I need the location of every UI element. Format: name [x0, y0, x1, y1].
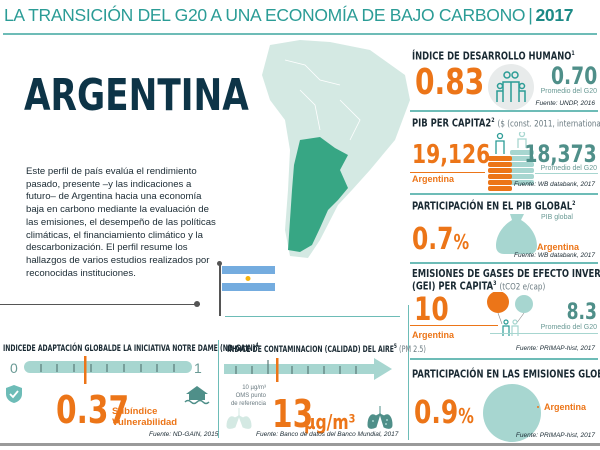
page-title: LA TRANSICIÓN DEL G20 A UNA ECONOMÍA DE …	[4, 5, 574, 26]
ghg-share-title: PARTICIPACIÓN EN LAS EMISIONES GLOBALES …	[412, 368, 600, 381]
balloon-person-icon	[487, 292, 533, 336]
connector-line-2	[225, 316, 400, 317]
ghg-pc-source: Fuente: PRIMAP-hist, 2017	[515, 345, 595, 352]
flag-pole-top	[217, 261, 222, 266]
air-value-unit: µg/m³	[304, 410, 356, 434]
healthy-lungs-icon	[226, 408, 252, 429]
gdp-share-label: Argentina	[537, 242, 580, 252]
ndgain-max: 1	[194, 360, 202, 376]
gdp-pc-g20-label: Promedio del G20	[540, 165, 597, 172]
argentina-share-dot	[537, 406, 539, 408]
hdi-g20-value: 0.70	[550, 62, 597, 90]
ghg-pc-g20-label: Promedio del G20	[540, 324, 597, 331]
gdp-share-source: Fuente: WB databank, 2017	[514, 252, 595, 259]
ndgain-marker	[84, 356, 87, 384]
bottom-divider	[0, 443, 600, 446]
ndgain-scale	[24, 356, 192, 384]
hdi-value: 0.83	[415, 62, 485, 103]
ndgain-min: 0	[10, 360, 18, 376]
money-bag-icon	[496, 214, 537, 254]
title-year: 2017	[535, 5, 574, 25]
ghg-pc-underline	[410, 325, 498, 326]
polluted-lungs-icon	[367, 406, 393, 429]
flooded-house-icon	[184, 386, 210, 405]
ghg-pc-g20-underline	[490, 333, 598, 334]
connector-dot	[194, 301, 200, 307]
ghg-share-label: Argentina	[544, 402, 587, 412]
flag-pole	[219, 263, 221, 316]
title-text: LA TRANSICIÓN DEL G20 A UNA ECONOMÍA DE …	[4, 5, 526, 25]
gdp-pc-g20-underline	[535, 173, 598, 174]
section-divider	[410, 262, 598, 264]
air-reference: 10 µg/m³ OMS punto de referencia	[230, 385, 266, 407]
gdp-pc-title: PIB PER CAPITA22 ($ (const. 2011, intern…	[412, 117, 600, 130]
shield-check-icon	[6, 385, 22, 403]
hdi-g20-label: Promedio del G20	[540, 88, 597, 95]
title-divider	[3, 33, 597, 35]
ghg-pc-g20-value: 8.3	[566, 300, 597, 325]
gdp-pc-value: 19,126	[412, 140, 491, 170]
air-scale-arrow	[224, 358, 392, 382]
ndgain-source: Fuente: ND-GAIN, 2015	[149, 431, 219, 438]
gdp-share-global-label: PIB global	[541, 214, 573, 221]
ndgain-title: INDICEDE ADAPTACIÓN GLOBALDE LA INICIATI…	[3, 342, 259, 354]
ndgain-value: 0.37	[56, 388, 130, 432]
air-source: Fuente: Banco de datos del Banco Mundial…	[256, 431, 399, 438]
section-divider	[410, 358, 598, 360]
coin-stack-icon	[488, 132, 534, 191]
title-separator: |	[528, 5, 533, 25]
argentina-flag-icon	[222, 266, 275, 291]
column-separator	[408, 305, 409, 440]
global-emissions-circle	[483, 384, 541, 442]
column-separator	[218, 340, 219, 438]
gdp-pc-source: Fuente: WB databank, 2017	[514, 181, 595, 188]
ghg-share-source: Fuente: PRIMAP-hist, 2017	[515, 432, 595, 439]
gdp-pc-g20-value: 18,373	[524, 140, 597, 168]
gdp-pc-label: Argentina	[412, 174, 455, 184]
country-name: ARGENTINA	[24, 70, 249, 121]
ghg-share-value: 0.9%	[414, 393, 474, 431]
hdi-source: Fuente: UNDP, 2016	[535, 100, 596, 107]
gdp-pc-underline	[410, 172, 485, 173]
ghg-pc-label: Argentina	[412, 330, 455, 340]
air-title: INDICE DE CONTAMINACION (CALIDAD) DEL AI…	[227, 343, 426, 355]
hdi-title: ÍNDICE DE DESARROLLO HUMANO1	[412, 50, 575, 63]
ghg-pc-value: 10	[414, 290, 449, 328]
family-icon	[488, 64, 534, 110]
air-marker	[276, 358, 279, 382]
ghg-pc-title: EMISIONES DE GASES DE EFECTO INVERNADERO…	[412, 268, 600, 293]
section-divider	[410, 193, 598, 195]
air-value: 13	[272, 392, 314, 436]
gdp-share-title: PARTICIPACIÓN EN EL PIB GLOBAL2	[412, 200, 576, 213]
argentina-highlight	[288, 137, 348, 252]
ndgain-label: Subíndice Vulnerabilidad	[112, 406, 178, 428]
south-america-map	[262, 40, 410, 258]
intro-paragraph: Este perfil de país evalúa el rendimient…	[26, 166, 216, 279]
section-divider	[410, 110, 598, 112]
connector-line	[0, 304, 200, 305]
gdp-share-value: 0.7%	[412, 222, 470, 257]
